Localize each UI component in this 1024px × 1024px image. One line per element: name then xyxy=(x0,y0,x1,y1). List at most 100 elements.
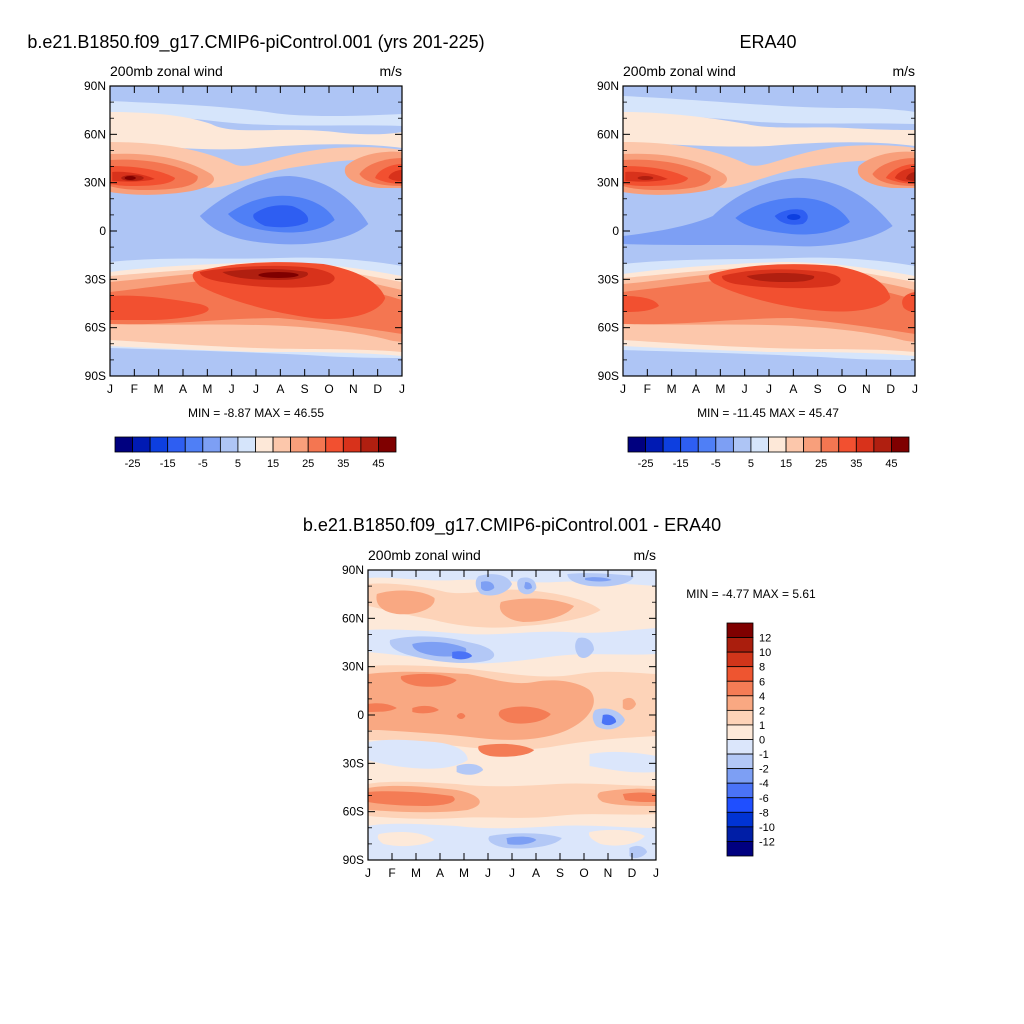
colorbar-swatch xyxy=(290,436,309,453)
colorbar-label: -5 xyxy=(198,458,208,470)
colorbar-swatch xyxy=(768,436,787,453)
colorbar-swatch xyxy=(360,436,379,453)
colorbar-swatch xyxy=(697,436,717,453)
colorbar-label: -15 xyxy=(673,458,689,470)
colorbar-label: -2 xyxy=(759,764,769,776)
y-tick-label: 60S xyxy=(343,805,364,819)
colorbar-swatch xyxy=(803,436,822,453)
y-tick-label: 30N xyxy=(84,176,106,190)
colorbar-swatch xyxy=(873,436,892,453)
x-tick-label: F xyxy=(388,866,395,880)
colorbar-label: 5 xyxy=(235,458,241,470)
colorbar-label: 15 xyxy=(267,458,279,470)
colorbar-label: 15 xyxy=(780,458,792,470)
colorbar-label: 25 xyxy=(302,458,314,470)
colorbar-label: -10 xyxy=(759,822,775,834)
panel-era40-left-label: 200mb zonal wind xyxy=(623,63,736,79)
colorbar-label: -1 xyxy=(759,749,769,761)
colorbar-swatch xyxy=(132,436,151,453)
panel-model-axes: J F M A M J J A S O N D J 90N 60N 30N 0 30S 60S 90S xyxy=(84,79,405,396)
panel-model-colorbar: -25 -15 -5 5 15 25 35 45 xyxy=(114,436,397,470)
colorbar-label: 2 xyxy=(759,705,765,717)
y-tick-label: 90N xyxy=(342,563,364,577)
colorbar-swatch xyxy=(114,436,133,453)
x-tick-label: A xyxy=(276,382,284,396)
panel-model-contours xyxy=(110,86,402,376)
x-tick-label: M xyxy=(202,382,212,396)
colorbar-swatch xyxy=(645,436,664,453)
colorbar-label: 0 xyxy=(759,735,765,747)
colorbar-swatch xyxy=(838,436,857,453)
x-tick-label: A xyxy=(179,382,187,396)
colorbar-swatch xyxy=(726,826,754,842)
x-tick-label: M xyxy=(459,866,469,880)
panel-era40-units: m/s xyxy=(892,63,915,79)
colorbar-swatch xyxy=(785,436,805,453)
colorbar-label: 35 xyxy=(337,458,349,470)
panel-difference-title: b.e21.B1850.f09_g17.CMIP6-piControl.001 … xyxy=(303,515,721,536)
colorbar-swatch xyxy=(726,768,754,784)
colorbar-swatch xyxy=(149,436,169,453)
colorbar-swatch xyxy=(726,753,754,770)
x-tick-label: O xyxy=(837,382,846,396)
panel-model-left-label: 200mb zonal wind xyxy=(110,63,223,79)
panel-difference: b.e21.B1850.f09_g17.CMIP6-piControl.001 … xyxy=(303,515,816,880)
colorbar-label: 8 xyxy=(759,662,765,674)
x-tick-label: S xyxy=(814,382,822,396)
colorbar-label: 25 xyxy=(815,458,827,470)
y-tick-label: 90S xyxy=(343,853,364,867)
x-tick-label: J xyxy=(766,382,772,396)
x-tick-label: A xyxy=(436,866,444,880)
x-tick-label: F xyxy=(644,382,651,396)
colorbar-swatch xyxy=(325,436,344,453)
x-tick-label: O xyxy=(324,382,333,396)
colorbar-swatch xyxy=(726,695,754,711)
colorbar-swatch xyxy=(726,811,754,828)
colorbar-swatch xyxy=(378,436,397,453)
y-tick-label: 0 xyxy=(357,708,364,722)
x-tick-label: F xyxy=(131,382,138,396)
panel-difference-axes: J F M A M J J A S O N D J 90N 60N 30N 0 30S 60S 90S xyxy=(342,563,659,880)
colorbar-swatch xyxy=(272,436,292,453)
colorbar-swatch xyxy=(726,651,754,668)
colorbar-swatch xyxy=(307,436,327,453)
panel-era40: ERA40 200mb zonal wind m/s xyxy=(597,32,918,470)
y-tick-label: 30S xyxy=(598,272,619,286)
x-tick-label: J xyxy=(620,382,626,396)
colorbar-swatch xyxy=(732,436,752,453)
x-tick-label: M xyxy=(154,382,164,396)
colorbar-swatch xyxy=(726,622,754,638)
y-tick-label: 30N xyxy=(597,176,619,190)
panel-model-stats: MIN = -8.87 MAX = 46.55 xyxy=(188,406,324,420)
x-tick-label: S xyxy=(301,382,309,396)
colorbar-label: 6 xyxy=(759,676,765,688)
colorbar-swatch xyxy=(715,436,734,453)
colorbar-label: 45 xyxy=(885,458,897,470)
x-tick-label: J xyxy=(509,866,515,880)
x-tick-label: N xyxy=(862,382,871,396)
colorbar-label: -12 xyxy=(759,836,775,848)
colorbar-label: -25 xyxy=(125,458,141,470)
y-tick-label: 30S xyxy=(343,756,364,770)
colorbar-swatch xyxy=(726,739,754,755)
colorbar-label: 12 xyxy=(759,633,771,645)
y-tick-label: 90S xyxy=(85,369,106,383)
x-tick-label: J xyxy=(912,382,918,396)
y-tick-label: 0 xyxy=(99,224,106,238)
y-tick-label: 0 xyxy=(612,224,619,238)
colorbar-swatch xyxy=(726,841,754,857)
colorbar-swatch xyxy=(202,436,221,453)
x-tick-label: J xyxy=(742,382,748,396)
colorbar-label: -5 xyxy=(711,458,721,470)
x-tick-label: N xyxy=(604,866,613,880)
colorbar-swatch xyxy=(820,436,840,453)
colorbar-swatch xyxy=(855,436,875,453)
colorbar-label: 5 xyxy=(748,458,754,470)
x-tick-label: S xyxy=(556,866,564,880)
x-tick-label: J xyxy=(229,382,235,396)
panel-difference-left-label: 200mb zonal wind xyxy=(368,547,481,563)
y-tick-label: 30S xyxy=(85,272,106,286)
y-tick-label: 90N xyxy=(84,79,106,93)
